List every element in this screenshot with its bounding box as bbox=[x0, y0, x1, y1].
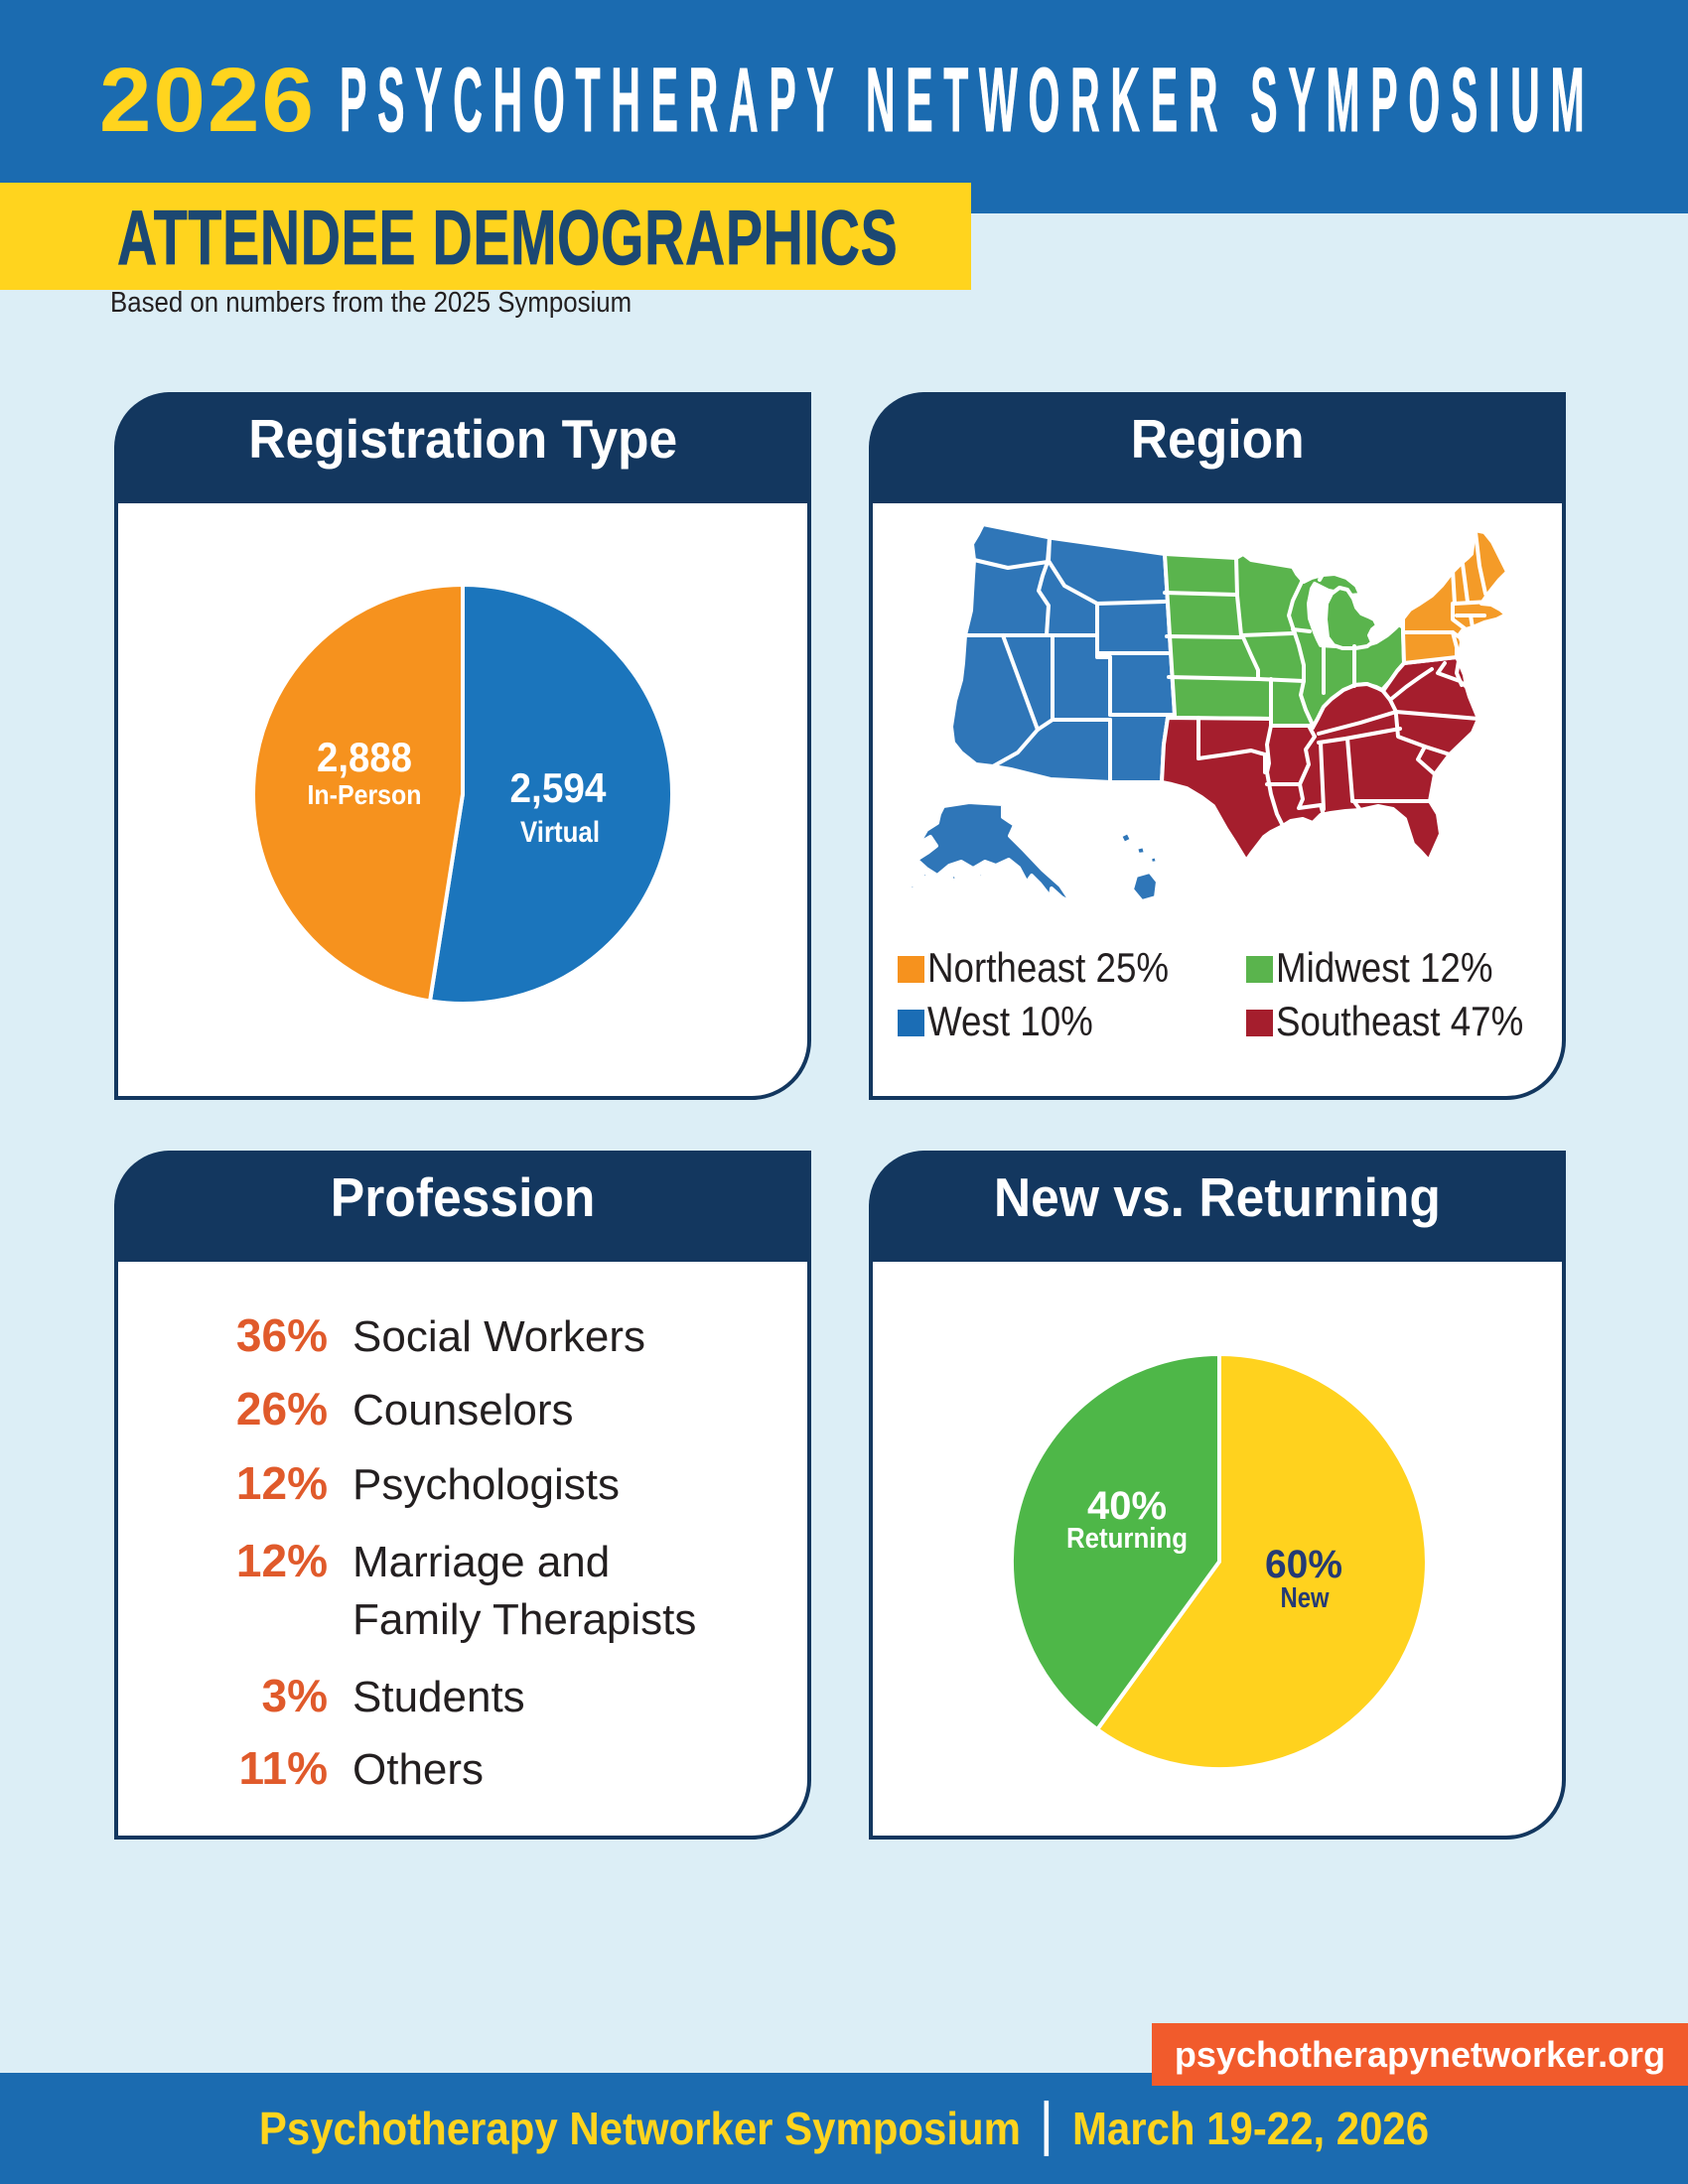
svg-text:60%: 60% bbox=[1265, 1543, 1342, 1586]
svg-text:In-Person: In-Person bbox=[308, 779, 422, 810]
svg-text:New: New bbox=[1281, 1582, 1330, 1614]
svg-text:40%: 40% bbox=[1087, 1484, 1167, 1528]
svg-text:2,888: 2,888 bbox=[317, 734, 412, 780]
svg-text:Returning: Returning bbox=[1066, 1523, 1188, 1555]
svg-text:Virtual: Virtual bbox=[520, 816, 600, 849]
svg-text:2,594: 2,594 bbox=[510, 764, 608, 811]
